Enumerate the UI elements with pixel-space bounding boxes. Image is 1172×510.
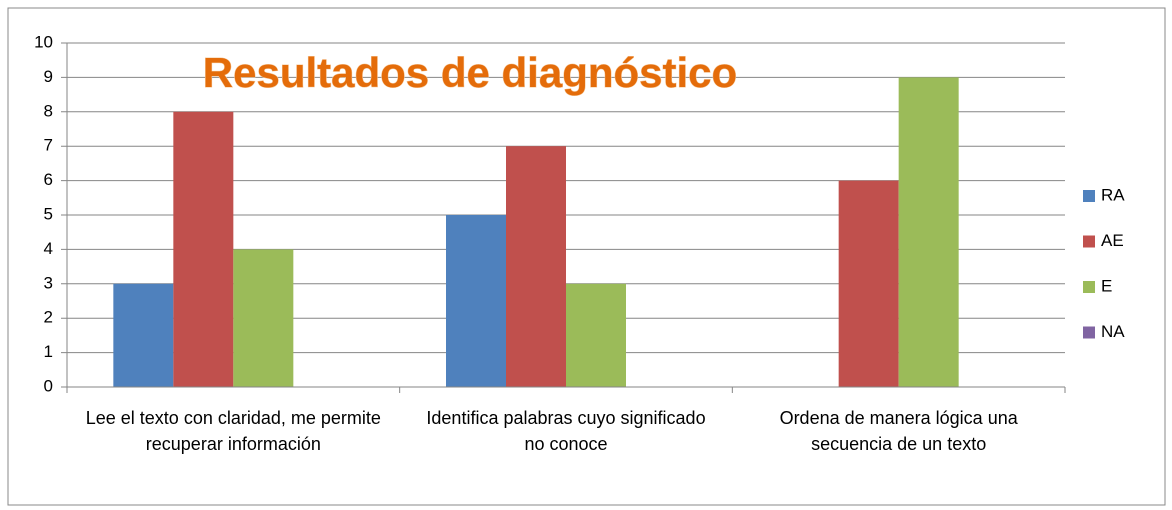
y-tick-label: 5 [44,204,53,223]
bar [446,215,506,387]
x-tick-label: Ordena de manera lógica una secuencia de… [779,408,1018,454]
y-tick-label: 8 [44,101,53,120]
y-tick-label: 6 [44,170,53,189]
y-tick-label: 0 [44,376,53,395]
bar [173,111,234,388]
y-tick-label: 3 [44,273,53,292]
legend-label: AE [1101,231,1124,250]
y-tick-label: 2 [44,308,53,327]
y-tick-label: 7 [44,136,53,155]
y-tick-label: 9 [44,67,53,86]
bar [506,146,566,387]
bar [566,283,626,387]
bar [838,180,899,387]
legend-label: RA [1101,185,1125,204]
chart-title: Resultados de diagnóstico [203,49,737,96]
bar [898,77,959,388]
legend-label: NA [1101,322,1125,341]
legend-label: E [1101,276,1112,295]
bar [233,249,294,387]
legend-swatch [1083,235,1095,248]
y-tick-label: 10 [34,32,53,51]
y-tick-label: 1 [44,342,53,361]
legend-swatch [1083,326,1095,339]
x-tick-label: Identifica palabras cuyo significado no … [426,408,706,454]
x-tick-label: Lee el texto con claridad, me permite re… [85,408,381,454]
bar [113,283,174,387]
y-tick-label: 4 [44,239,53,258]
legend-swatch [1083,190,1095,202]
legend-swatch [1083,281,1095,293]
